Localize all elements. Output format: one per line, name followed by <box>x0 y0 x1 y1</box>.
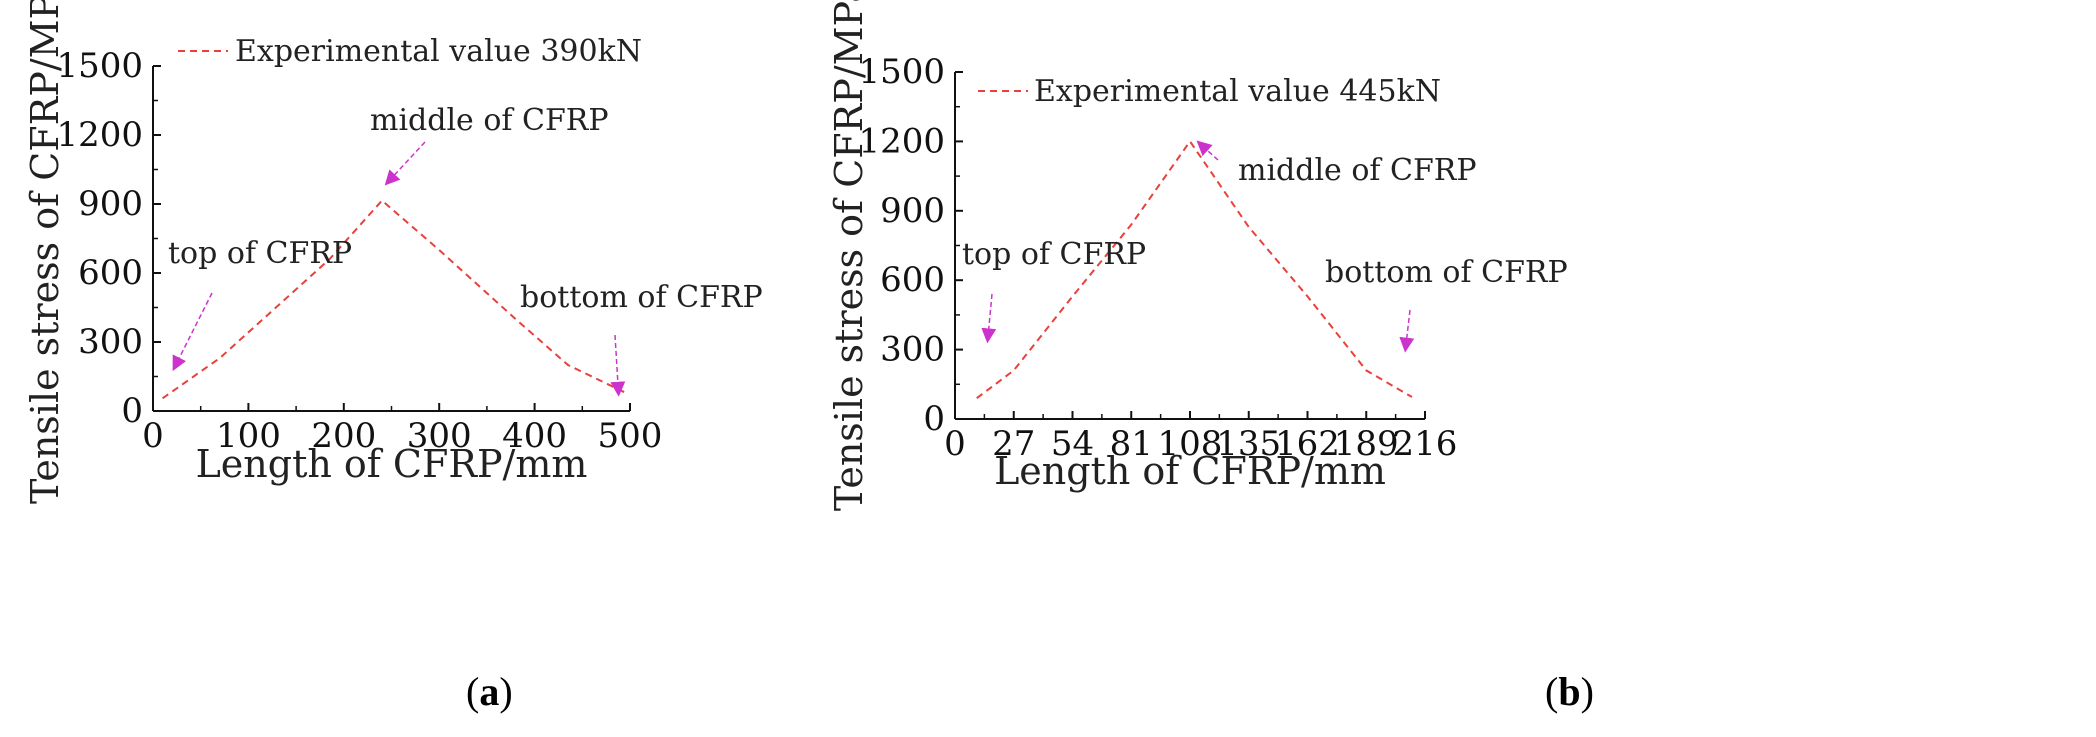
series-line <box>161 199 626 400</box>
annotation-arrow <box>384 141 426 186</box>
y-tick-label: 300 <box>78 322 143 362</box>
legend-label: Experimental value 445kN <box>1034 74 1441 109</box>
caption-b: (b) <box>1545 669 1594 714</box>
x-tick-label: 81 <box>1110 424 1153 464</box>
y-tick-label: 1200 <box>858 121 945 161</box>
y-tick-label: 900 <box>78 184 143 224</box>
x-tick-label: 135 <box>1216 424 1281 464</box>
y-tick-label: 900 <box>880 191 945 231</box>
x-axis-label: Length of CFRP/mm <box>994 449 1386 493</box>
y-tick-label: 1500 <box>858 52 945 92</box>
annotation-arrow <box>981 293 997 344</box>
annotation-arrow <box>610 334 626 397</box>
caption-a: (a) <box>466 669 513 714</box>
y-axis-label: Tensile stress of CFRP/MPa <box>23 0 67 504</box>
y-tick-label: 300 <box>880 330 945 370</box>
x-tick-label: 108 <box>1158 424 1223 464</box>
y-tick-label: 0 <box>923 399 945 439</box>
y-tick-label: 600 <box>880 260 945 300</box>
x-tick-label: 162 <box>1275 424 1340 464</box>
y-tick-label: 1500 <box>56 46 143 86</box>
annotation-arrow <box>1196 140 1219 161</box>
annotation-label: top of CFRP <box>962 237 1146 272</box>
x-tick-label: 100 <box>216 416 281 456</box>
annotation-label: middle of CFRP <box>370 103 609 138</box>
annotation-label: middle of CFRP <box>1238 153 1477 188</box>
x-tick-label: 216 <box>1393 424 1458 464</box>
annotation-arrow <box>1399 309 1415 353</box>
y-axis-label: Tensile stress of CFRP/MPa <box>827 0 871 511</box>
x-tick-label: 54 <box>1051 424 1094 464</box>
x-tick-label: 0 <box>142 416 164 456</box>
chart-panel-a: 0 300 600 900 1200 1500 0 100 200 300 400 500Length… <box>23 0 763 504</box>
x-tick-label: 300 <box>407 416 472 456</box>
annotation-label: bottom of CFRP <box>1325 255 1568 290</box>
x-tick-label: 500 <box>598 416 663 456</box>
annotation-label: top of CFRP <box>168 236 352 271</box>
x-tick-label: 189 <box>1334 424 1399 464</box>
x-axis-label: Length of CFRP/mm <box>196 442 588 486</box>
chart-panel-b: 0 300 600 900 1200 1500 0 27 54 81 108135162189216… <box>827 0 1568 511</box>
y-tick-label: 600 <box>78 253 143 293</box>
annotation-arrow <box>172 292 213 372</box>
legend-label: Experimental value 390kN <box>235 34 642 69</box>
y-tick-label: 1200 <box>56 115 143 155</box>
x-tick-label: 400 <box>502 416 567 456</box>
x-tick-label: 27 <box>992 424 1035 464</box>
x-tick-label: 0 <box>944 424 966 464</box>
annotation-label: bottom of CFRP <box>520 280 763 315</box>
series-line <box>976 139 1413 399</box>
x-tick-label: 200 <box>311 416 376 456</box>
y-tick-label: 0 <box>121 391 143 431</box>
